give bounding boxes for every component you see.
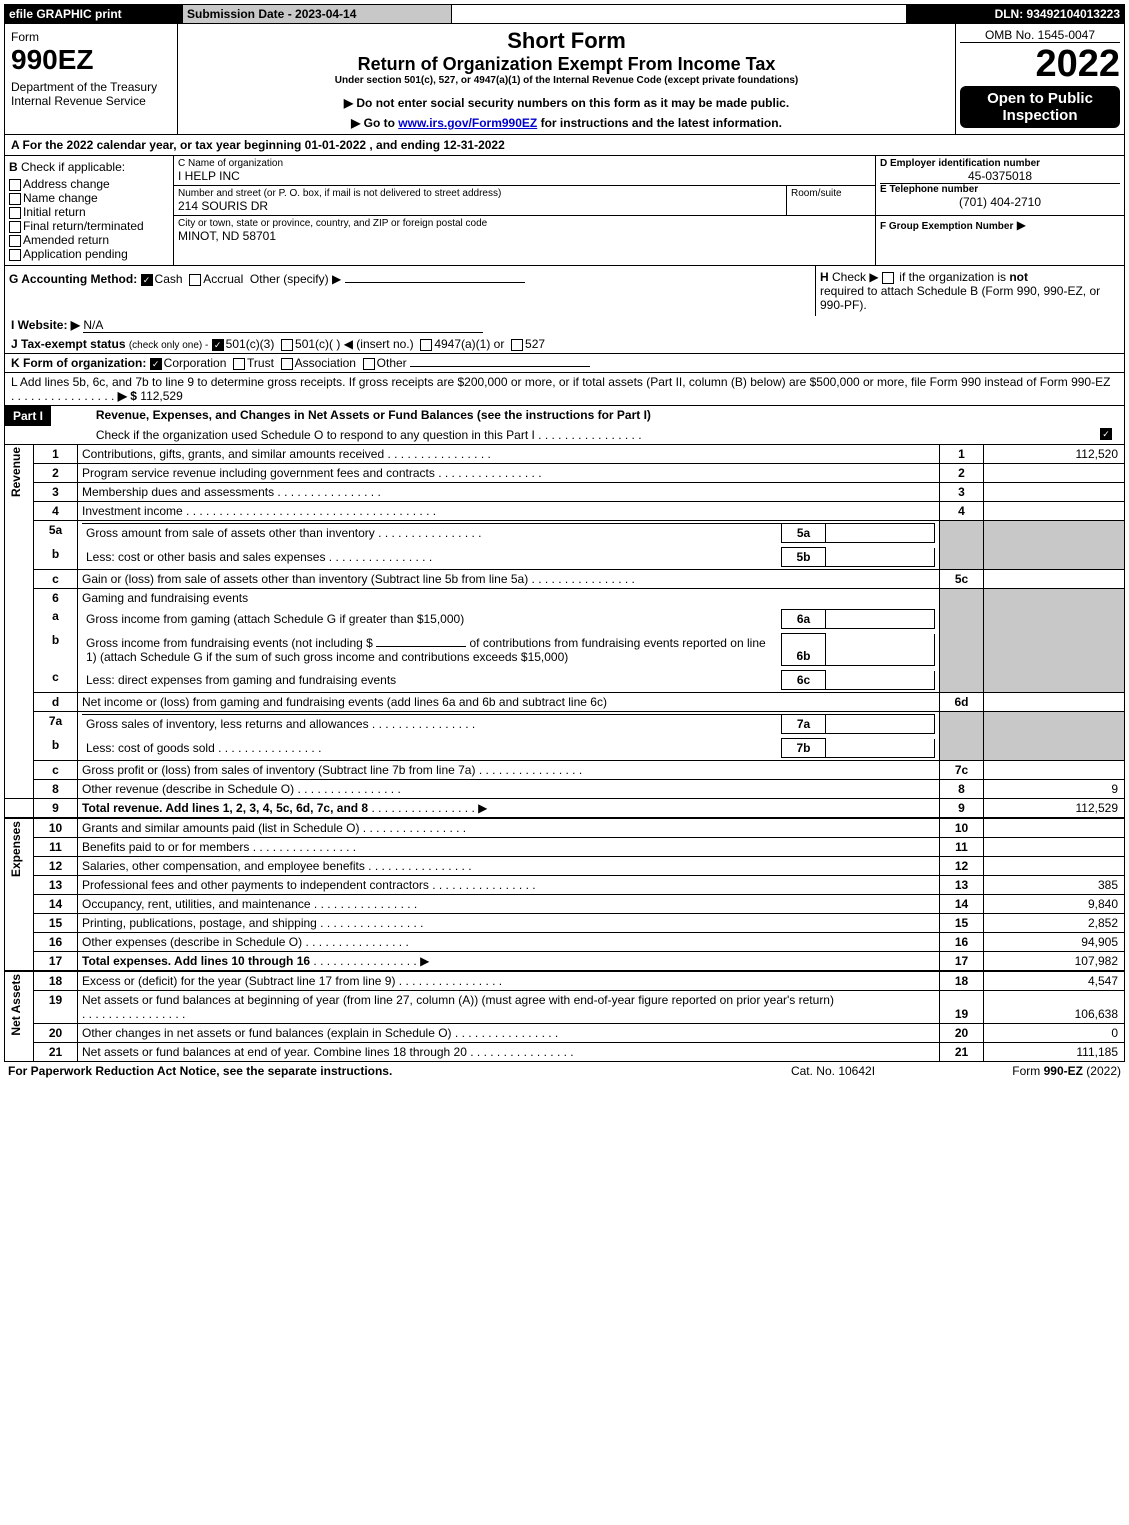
line-9-amount: 112,529 — [984, 799, 1125, 819]
line-20-amount: 0 — [984, 1024, 1125, 1043]
part-i-table: Revenue 1 Contributions, gifts, grants, … — [4, 444, 1125, 1062]
box-c-city-label: City or town, state or province, country… — [178, 218, 871, 229]
address-change-checkbox[interactable] — [9, 179, 21, 191]
accrual-checkbox[interactable] — [189, 274, 201, 286]
line-15-amount: 2,852 — [984, 914, 1125, 933]
form-header: Form 990EZ Department of the Treasury In… — [4, 24, 1125, 135]
check-if-applicable: Check if applicable: — [21, 160, 125, 174]
room-suite-label: Room/suite — [787, 186, 876, 216]
line-19-amount: 106,638 — [984, 991, 1125, 1024]
part-i-title: Revenue, Expenses, and Changes in Net As… — [88, 406, 1125, 426]
box-e-label: E Telephone number — [880, 183, 1120, 195]
other-org-checkbox[interactable] — [363, 358, 375, 370]
box-a: A For the 2022 calendar year, or tax yea… — [4, 135, 1125, 156]
phone-value: (701) 404-2710 — [880, 195, 1120, 209]
city-value: MINOT, ND 58701 — [178, 229, 871, 243]
box-k: K Form of organization: Corporation Trus… — [4, 354, 1125, 373]
cash-checkbox[interactable] — [141, 274, 153, 286]
irs-link[interactable]: www.irs.gov/Form990EZ — [398, 116, 537, 130]
paperwork-notice: For Paperwork Reduction Act Notice, see … — [4, 1062, 729, 1080]
submission-date: Submission Date - 2023-04-14 — [183, 5, 452, 24]
efile-print-label: efile GRAPHIC print — [5, 5, 184, 24]
box-h-letter: H — [820, 270, 829, 284]
line-8-amount: 9 — [984, 780, 1125, 799]
subtitle: Under section 501(c), 527, or 4947(a)(1)… — [182, 75, 951, 86]
application-pending-checkbox[interactable] — [9, 249, 21, 261]
street-value: 214 SOURIS DR — [178, 199, 782, 213]
form-footer: Form 990-EZ (2022) — [937, 1062, 1125, 1080]
group-exemption-arrow: ▶ — [1017, 218, 1026, 232]
accounting-row: G Accounting Method: Cash Accrual Other … — [4, 266, 1125, 316]
box-l: L Add lines 5b, 6c, and 7b to line 9 to … — [4, 373, 1125, 406]
schedule-o-checkbox[interactable] — [1100, 428, 1112, 440]
website-value: N/A — [83, 318, 483, 333]
topbar: efile GRAPHIC print Submission Date - 20… — [4, 4, 1125, 24]
revenue-label: Revenue — [9, 447, 23, 497]
page-footer: For Paperwork Reduction Act Notice, see … — [4, 1062, 1125, 1080]
expenses-label: Expenses — [9, 821, 23, 877]
ein-value: 45-0375018 — [880, 169, 1120, 183]
return-title: Return of Organization Exempt From Incom… — [182, 54, 951, 75]
corporation-checkbox[interactable] — [150, 358, 162, 370]
tax-year: 2022 — [960, 43, 1120, 86]
amended-return-checkbox[interactable] — [9, 235, 21, 247]
short-form-title: Short Form — [182, 28, 951, 54]
initial-return-checkbox[interactable] — [9, 207, 21, 219]
box-i: I Website: ▶ N/A — [4, 316, 1125, 335]
box-d-label: D Employer identification number — [880, 158, 1120, 169]
box-g-label: G Accounting Method: — [9, 272, 137, 286]
box-f-label: F Group Exemption Number — [880, 221, 1013, 232]
line-16-amount: 94,905 — [984, 933, 1125, 952]
527-checkbox[interactable] — [511, 339, 523, 351]
501c3-checkbox[interactable] — [212, 339, 224, 351]
form-word: Form — [11, 30, 171, 44]
name-change-checkbox[interactable] — [9, 193, 21, 205]
line-13-amount: 385 — [984, 876, 1125, 895]
box-b-letter: B — [9, 160, 18, 174]
box-c-name-label: C Name of organization — [178, 158, 871, 169]
501c-checkbox[interactable] — [281, 339, 293, 351]
schedule-b-checkbox[interactable] — [882, 272, 894, 284]
omb-number: OMB No. 1545-0047 — [960, 28, 1120, 43]
entity-info: B Check if applicable: Address change Na… — [4, 156, 1125, 266]
part-i-header: Part I Revenue, Expenses, and Changes in… — [4, 406, 1125, 444]
box-j: J Tax-exempt status (check only one) - 5… — [4, 335, 1125, 354]
line-17-amount: 107,982 — [984, 952, 1125, 972]
ssn-warning: ▶ Do not enter social security numbers o… — [182, 96, 951, 110]
association-checkbox[interactable] — [281, 358, 293, 370]
line-1-amount: 112,520 — [984, 445, 1125, 464]
org-name: I HELP INC — [178, 169, 871, 183]
open-inspection: Open to Public Inspection — [960, 86, 1120, 128]
netassets-label: Net Assets — [9, 974, 23, 1036]
goto-instructions: ▶ Go to www.irs.gov/Form990EZ for instru… — [182, 116, 951, 130]
box-c-street-label: Number and street (or P. O. box, if mail… — [178, 188, 782, 199]
line-21-amount: 111,185 — [984, 1043, 1125, 1062]
dln-label: DLN: 93492104013223 — [906, 5, 1125, 24]
line-18-amount: 4,547 — [984, 971, 1125, 991]
gross-receipts-amount: 112,529 — [137, 389, 183, 403]
line-14-amount: 9,840 — [984, 895, 1125, 914]
final-return-checkbox[interactable] — [9, 221, 21, 233]
part-i-label: Part I — [5, 406, 51, 426]
trust-checkbox[interactable] — [233, 358, 245, 370]
form-number: 990EZ — [11, 44, 171, 76]
dept-treasury: Department of the Treasury Internal Reve… — [11, 80, 171, 108]
4947-checkbox[interactable] — [420, 339, 432, 351]
cat-no: Cat. No. 10642I — [729, 1062, 937, 1080]
